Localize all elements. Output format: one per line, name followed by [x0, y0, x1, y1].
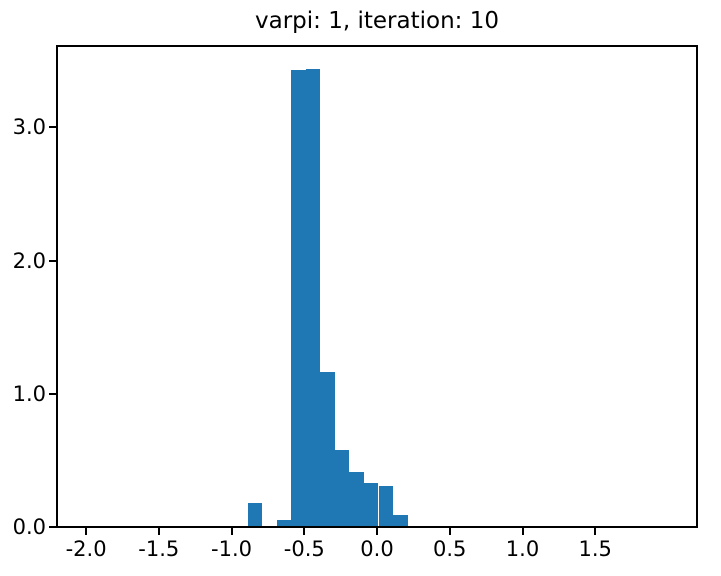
x-tick-mark — [376, 528, 378, 535]
histogram-bar — [393, 515, 408, 527]
y-tick-mark — [49, 526, 56, 528]
y-tick-mark — [49, 126, 56, 129]
histogram-bar — [291, 70, 306, 527]
x-tick-label: -2.0 — [65, 537, 107, 561]
x-tick-label: 0.0 — [360, 537, 394, 561]
y-tick-label: 2.0 — [12, 248, 46, 273]
histogram-bar — [334, 449, 350, 527]
x-tick-mark — [157, 528, 160, 535]
y-tick-mark — [49, 259, 56, 262]
x-tick-label: -0.5 — [283, 537, 325, 561]
x-tick-label: -1.0 — [211, 537, 252, 561]
y-tick-label: 3.0 — [12, 115, 46, 140]
y-tick-mark — [49, 392, 56, 395]
x-tick-label: 1.5 — [578, 537, 612, 561]
x-tick-label: -1.5 — [138, 537, 180, 561]
axis-spine-top — [56, 45, 698, 47]
axis-spine-bottom — [56, 526, 698, 528]
chart-title: varpi: 1, iteration: 10 — [255, 8, 499, 34]
histogram-bar — [363, 483, 379, 527]
axis-spine-right — [696, 45, 698, 528]
x-tick-mark — [521, 528, 524, 535]
y-tick-label: 1.0 — [12, 381, 46, 406]
x-tick-mark — [448, 528, 451, 535]
x-tick-mark — [230, 528, 233, 535]
x-tick-mark — [303, 528, 306, 535]
axis-spine-left — [56, 45, 58, 528]
histogram-bar — [247, 503, 262, 527]
histogram-bar — [276, 520, 292, 527]
histogram-bar — [378, 485, 393, 527]
x-tick-mark — [85, 528, 88, 535]
x-tick-mark — [594, 528, 597, 535]
y-tick-label: 0.0 — [12, 515, 46, 539]
histogram-bar — [349, 472, 364, 527]
histogram-bar — [305, 68, 321, 527]
x-tick-label: 0.5 — [432, 537, 467, 561]
x-tick-label: 1.0 — [505, 537, 540, 561]
plot-area — [57, 46, 697, 527]
histogram-bar — [320, 372, 335, 527]
